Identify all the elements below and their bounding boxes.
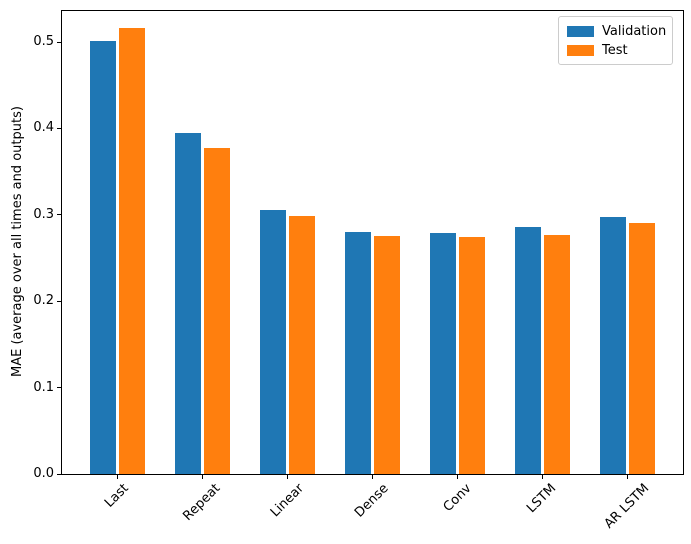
x-tick bbox=[201, 475, 203, 479]
y-tick bbox=[57, 473, 61, 475]
bar-test-ar-lstm bbox=[629, 222, 655, 474]
x-tick-label: Last bbox=[102, 481, 133, 511]
x-tick-label: Dense bbox=[352, 481, 392, 521]
legend-swatch-validation bbox=[567, 25, 594, 37]
bar-validation-lstm bbox=[515, 226, 541, 474]
bar-test-linear bbox=[289, 215, 315, 474]
legend: Validation Test bbox=[558, 16, 673, 65]
bar-validation-last bbox=[90, 41, 116, 474]
y-tick-label: 0.1 bbox=[33, 379, 54, 395]
y-tick bbox=[57, 127, 61, 129]
x-tick bbox=[542, 475, 544, 479]
x-tick-label: LSTM bbox=[524, 481, 560, 517]
y-tick bbox=[57, 300, 61, 302]
y-tick-label: 0.3 bbox=[33, 206, 54, 222]
y-tick bbox=[57, 214, 61, 216]
legend-item-test: Test bbox=[567, 42, 664, 58]
y-tick-label: 0.0 bbox=[33, 466, 54, 481]
bar-test-lstm bbox=[544, 234, 570, 474]
x-tick bbox=[116, 475, 118, 479]
x-tick bbox=[372, 475, 373, 479]
bar-test-conv bbox=[459, 237, 485, 474]
plot-area: Validation Test 0.0 0.1 0.2 0.3 0.4 0.5 Last Re… bbox=[33, 10, 684, 532]
y-tick-label: 0.2 bbox=[33, 293, 54, 309]
x-tick-label: Repeat bbox=[180, 481, 224, 524]
bar-validation-linear bbox=[260, 209, 286, 474]
y-axis-label: MAE (average over all times and outputs) bbox=[10, 106, 25, 377]
bar-test-last bbox=[119, 28, 145, 474]
legend-item-validation: Validation bbox=[567, 23, 667, 39]
y-tick-label: 0.4 bbox=[33, 120, 54, 136]
legend-swatch-test bbox=[567, 44, 594, 56]
bar-validation-repeat bbox=[175, 132, 201, 474]
x-tick bbox=[457, 475, 459, 479]
bar-validation-dense bbox=[345, 232, 371, 474]
x-tick-label: Linear bbox=[267, 481, 307, 521]
bar-validation-ar-lstm bbox=[600, 217, 626, 474]
x-tick-label: AR LSTM bbox=[601, 481, 653, 532]
x-tick-label: Conv bbox=[440, 481, 475, 515]
x-tick bbox=[627, 475, 629, 479]
y-tick bbox=[57, 387, 61, 389]
legend-label-test: Test bbox=[602, 42, 628, 58]
bar-test-repeat bbox=[204, 148, 230, 474]
legend-label-validation: Validation bbox=[602, 23, 667, 39]
y-tick bbox=[57, 41, 61, 43]
bar-test-dense bbox=[374, 235, 400, 474]
x-tick bbox=[286, 475, 288, 479]
y-tick-label: 0.5 bbox=[33, 34, 54, 50]
bar-validation-conv bbox=[430, 233, 456, 474]
